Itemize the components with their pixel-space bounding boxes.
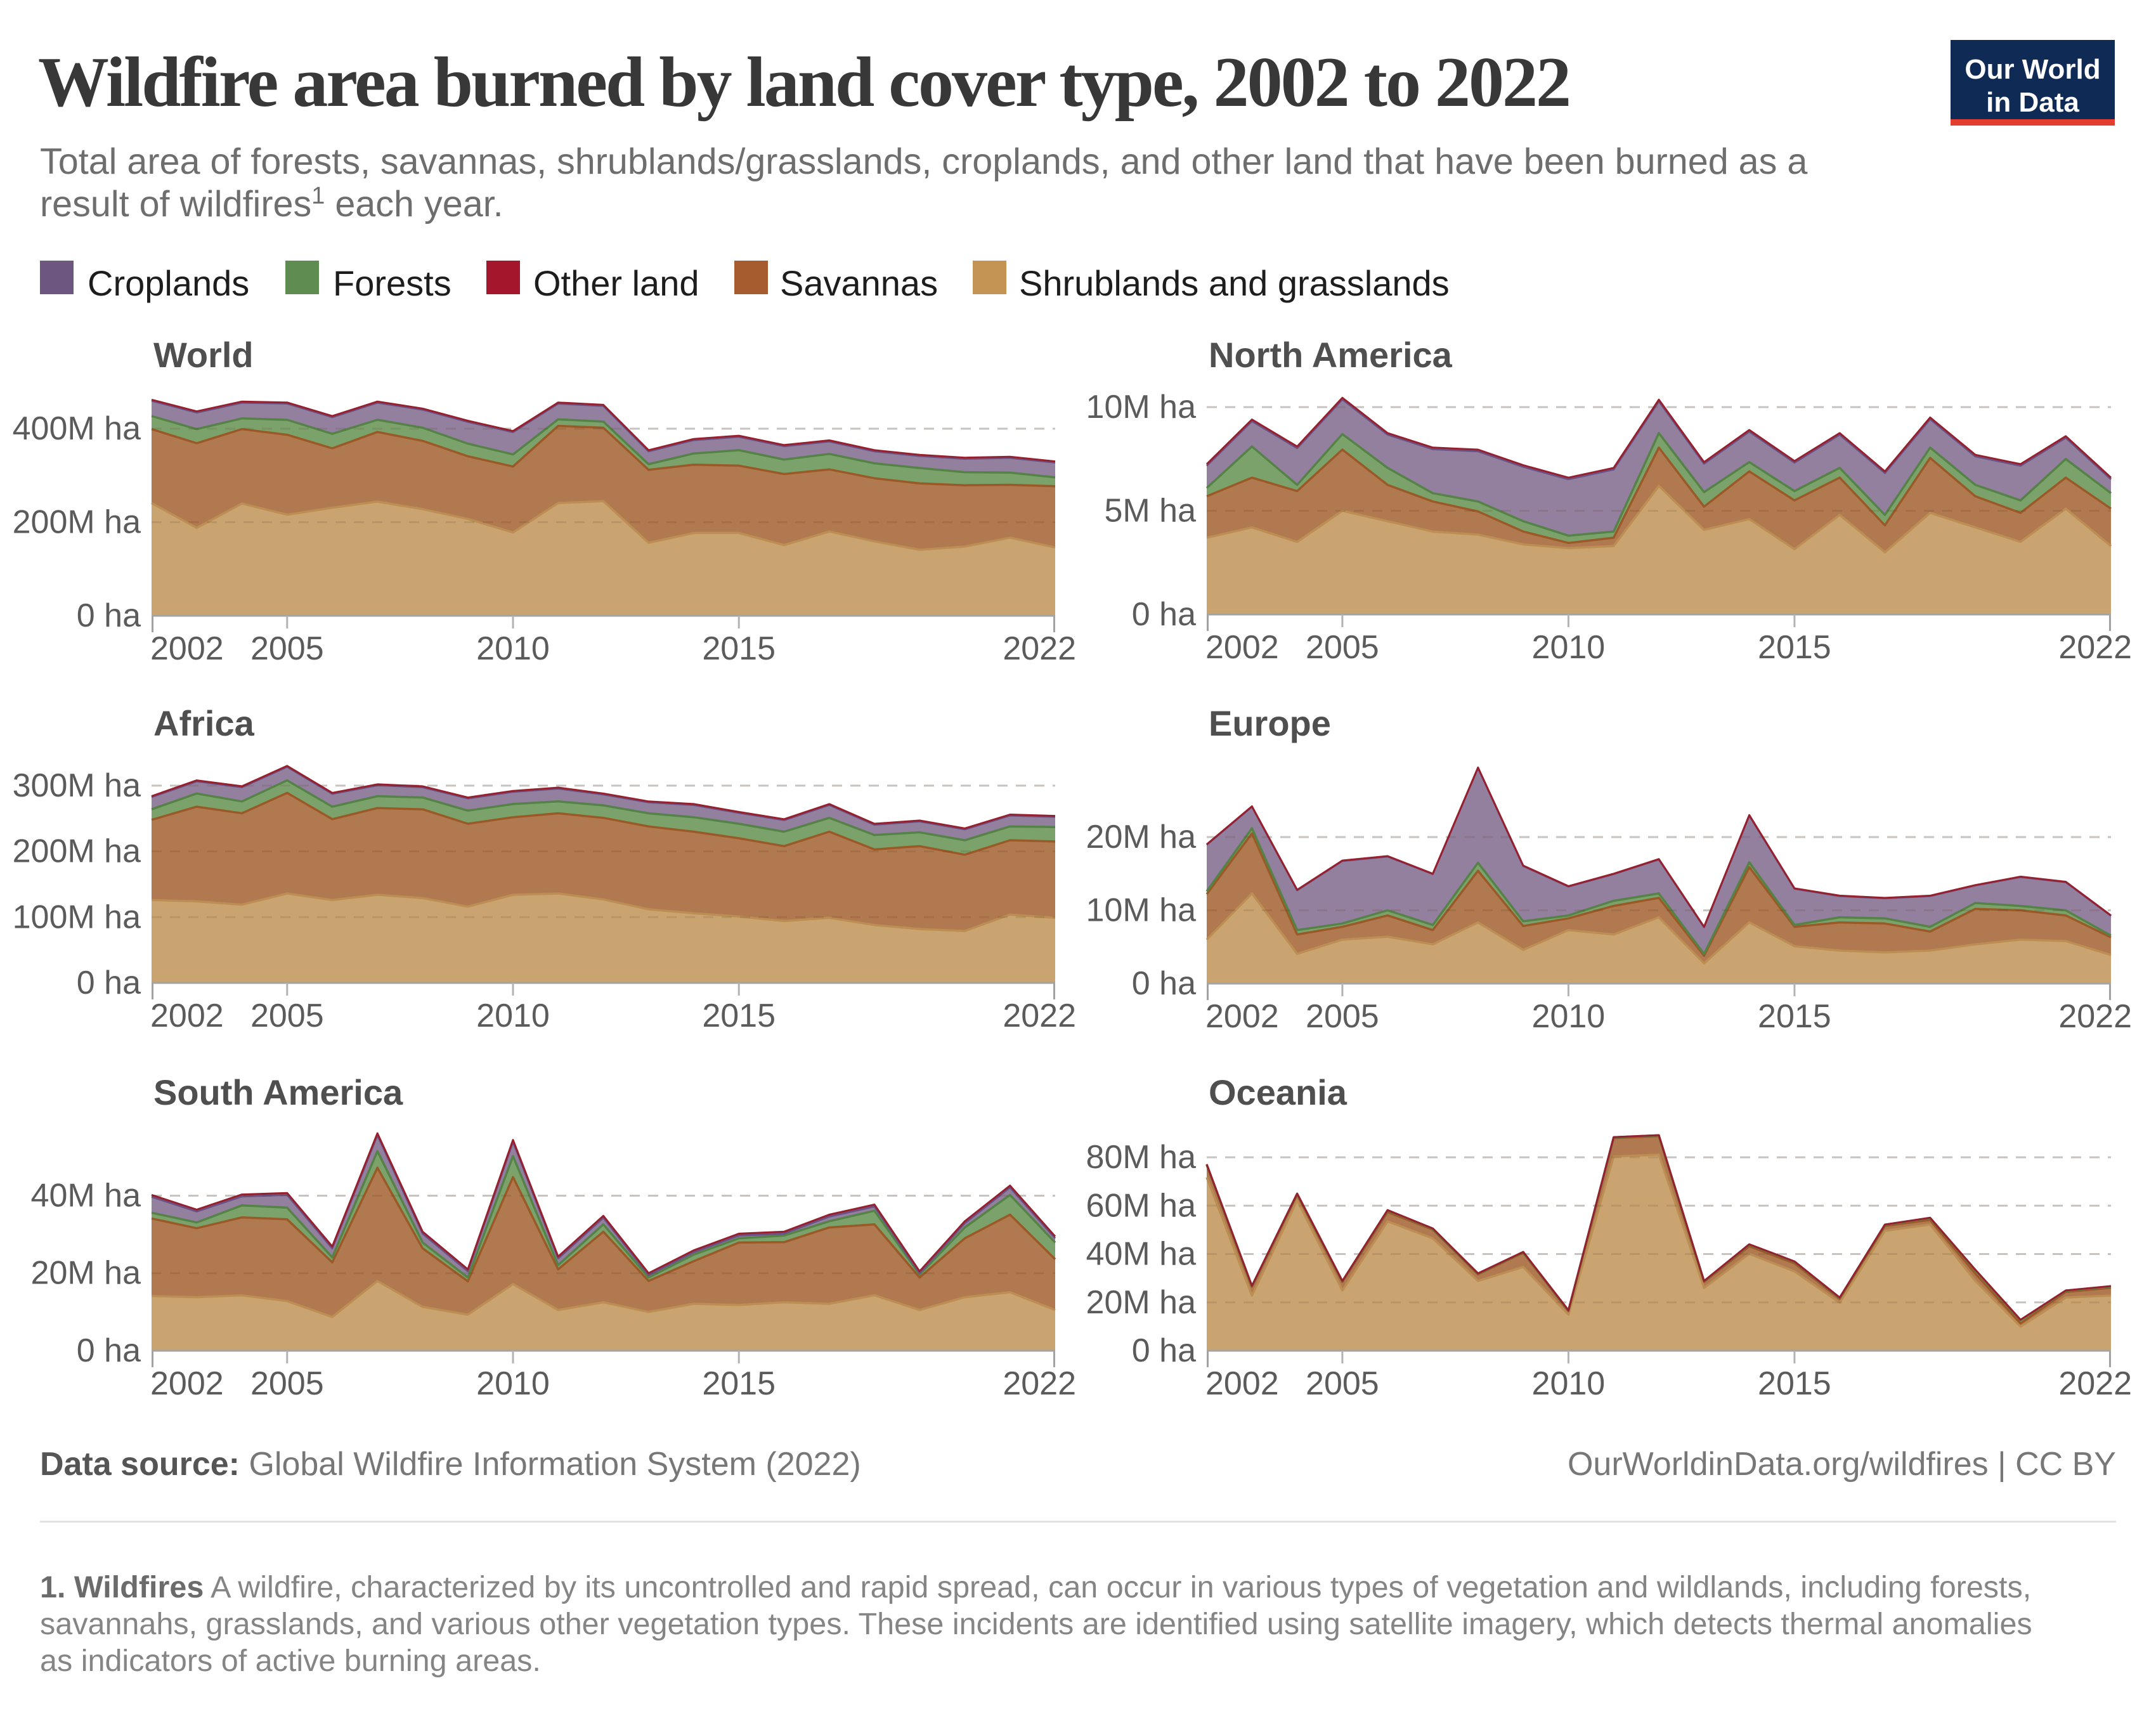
svg-text:40M ha: 40M ha	[31, 1178, 141, 1214]
svg-text:2010: 2010	[476, 1365, 550, 1402]
svg-text:2005: 2005	[1306, 1365, 1379, 1402]
svg-text:20M ha: 20M ha	[31, 1255, 141, 1292]
svg-text:10M ha: 10M ha	[1086, 892, 1197, 929]
svg-text:2015: 2015	[1758, 998, 1831, 1035]
svg-text:100M ha: 100M ha	[13, 899, 141, 935]
svg-text:Europe: Europe	[1209, 703, 1331, 743]
svg-text:2015: 2015	[702, 630, 776, 667]
svg-text:80M ha: 80M ha	[1086, 1139, 1197, 1176]
svg-text:2015: 2015	[1758, 1365, 1831, 1402]
svg-text:2022: 2022	[2058, 629, 2132, 666]
svg-text:20M ha: 20M ha	[1086, 819, 1197, 855]
svg-text:2002: 2002	[150, 998, 224, 1034]
svg-text:0 ha: 0 ha	[77, 597, 141, 634]
svg-text:300M ha: 300M ha	[13, 767, 141, 804]
svg-text:2022: 2022	[2058, 998, 2132, 1035]
svg-text:0 ha: 0 ha	[77, 965, 141, 1001]
svg-text:Africa: Africa	[153, 703, 255, 743]
svg-text:2005: 2005	[1306, 998, 1379, 1035]
svg-text:2002: 2002	[150, 1365, 224, 1402]
svg-text:Oceania: Oceania	[1209, 1072, 1348, 1112]
svg-text:2015: 2015	[702, 998, 776, 1034]
svg-text:10M ha: 10M ha	[1086, 389, 1197, 426]
svg-text:2010: 2010	[476, 998, 550, 1034]
svg-text:200M ha: 200M ha	[13, 833, 141, 870]
svg-text:2005: 2005	[250, 998, 324, 1034]
svg-text:2015: 2015	[702, 1365, 776, 1402]
svg-text:2022: 2022	[1003, 1365, 1076, 1402]
svg-text:5M ha: 5M ha	[1104, 493, 1196, 530]
svg-text:2005: 2005	[250, 630, 324, 667]
svg-text:2002: 2002	[1205, 629, 1279, 666]
svg-text:2002: 2002	[150, 630, 224, 667]
svg-text:40M ha: 40M ha	[1086, 1236, 1197, 1273]
svg-text:2005: 2005	[250, 1365, 324, 1402]
svg-text:2010: 2010	[1532, 1365, 1606, 1402]
svg-text:2022: 2022	[1003, 998, 1076, 1034]
svg-text:2015: 2015	[1758, 629, 1831, 666]
svg-text:200M ha: 200M ha	[13, 504, 141, 541]
svg-text:2010: 2010	[1532, 998, 1606, 1035]
svg-text:20M ha: 20M ha	[1086, 1284, 1197, 1321]
svg-text:0 ha: 0 ha	[1132, 1332, 1196, 1369]
svg-text:0 ha: 0 ha	[1132, 596, 1196, 633]
svg-text:2010: 2010	[476, 630, 550, 667]
svg-text:0 ha: 0 ha	[1132, 965, 1196, 1002]
svg-text:South America: South America	[153, 1072, 403, 1112]
svg-text:60M ha: 60M ha	[1086, 1187, 1197, 1224]
svg-text:400M ha: 400M ha	[13, 410, 141, 447]
svg-text:2002: 2002	[1205, 1365, 1279, 1402]
svg-text:2022: 2022	[1003, 630, 1076, 667]
svg-text:2005: 2005	[1306, 629, 1379, 666]
svg-text:2010: 2010	[1532, 629, 1606, 666]
svg-text:2002: 2002	[1205, 998, 1279, 1035]
svg-text:0 ha: 0 ha	[77, 1332, 141, 1369]
svg-text:World: World	[153, 335, 254, 375]
svg-text:North America: North America	[1209, 335, 1453, 375]
svg-text:2022: 2022	[2058, 1365, 2132, 1402]
